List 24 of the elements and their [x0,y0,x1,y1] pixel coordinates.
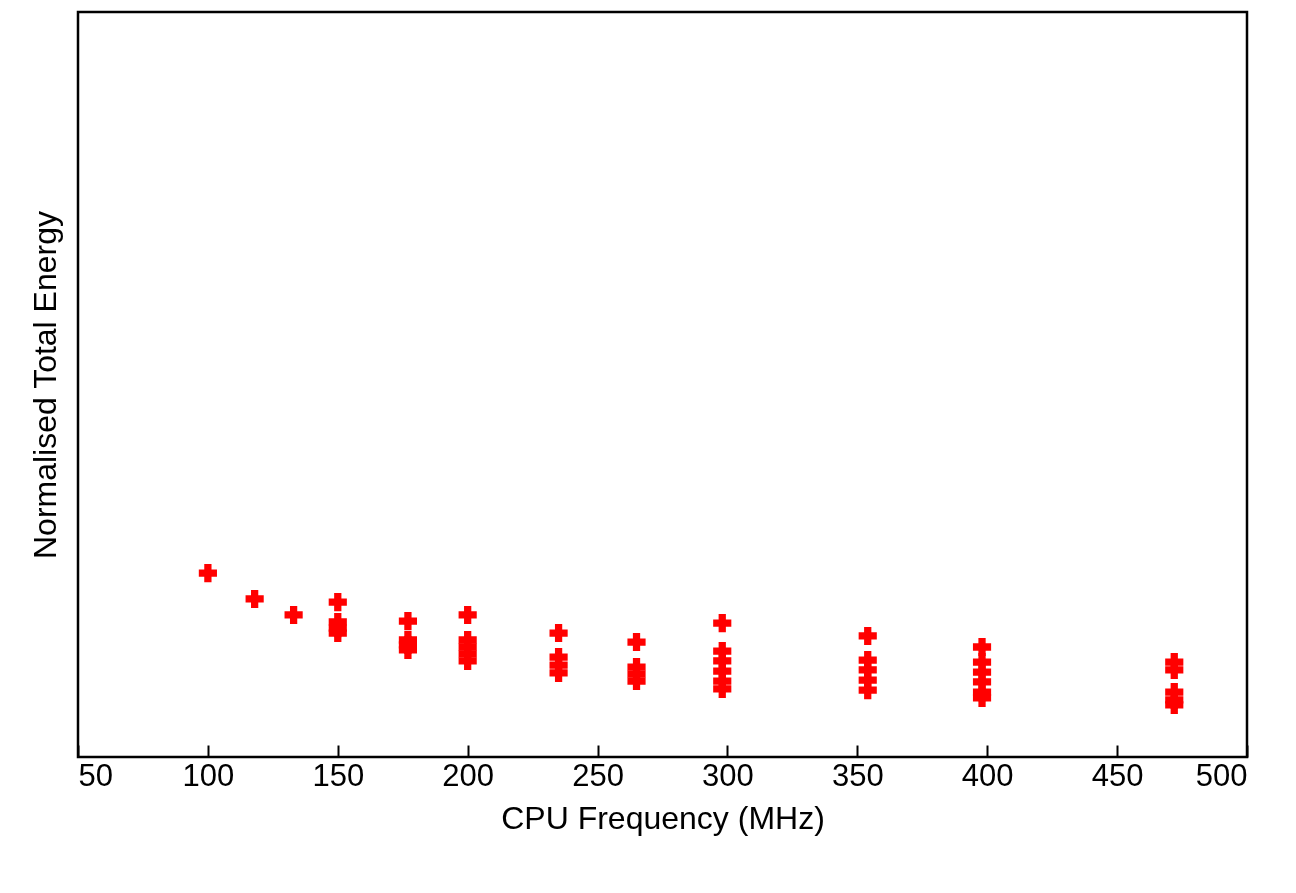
point [198,563,217,583]
x-tick-label: 500 [1195,757,1248,793]
point [398,611,417,631]
point [627,632,646,652]
x-tick-label: 300 [702,757,754,793]
point [858,626,877,646]
y-axis-title: Normalised Total Energy [26,210,63,560]
x-tick-label: 200 [442,757,495,793]
x-axis-title: CPU Frequency (MHz) [501,799,825,836]
point [245,589,264,609]
point [549,623,568,643]
point [328,593,347,612]
point [284,605,303,625]
point [858,680,877,700]
x-tick-label: 350 [831,757,884,793]
x-tick-label: 250 [572,757,624,793]
x-tick-label: 400 [961,757,1014,793]
x-tick-label: 50 [78,757,113,793]
x-tick-label: 450 [1091,757,1144,793]
point [1165,695,1184,715]
point [458,605,477,625]
point [713,614,732,633]
x-tick-label: 150 [312,757,365,793]
x-tick-label: 100 [182,757,235,793]
